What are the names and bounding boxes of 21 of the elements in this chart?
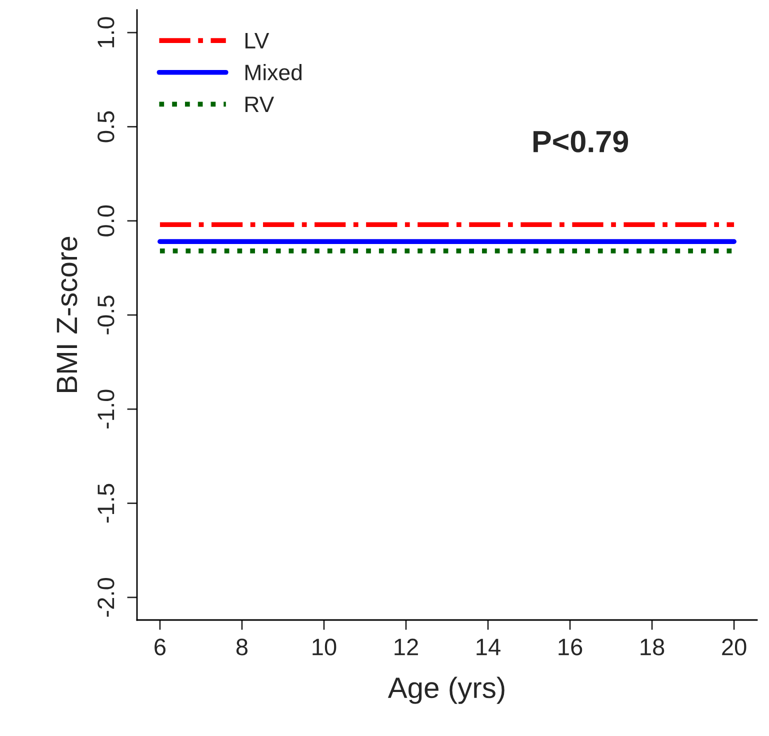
x-tick-label: 12 bbox=[394, 638, 418, 656]
y-tick-label: 1.0 bbox=[98, 17, 114, 48]
y-tick-label: -1.0 bbox=[98, 390, 114, 428]
legend-label: Mixed bbox=[245, 64, 302, 80]
y-tick-label: -1.5 bbox=[98, 484, 114, 523]
y-tick-label: -0.5 bbox=[98, 296, 114, 334]
x-tick-label: 16 bbox=[558, 638, 582, 656]
y-tick-label: 0.5 bbox=[98, 111, 114, 142]
x-axis-title: Age (yrs) bbox=[388, 676, 504, 704]
x-tick-label: 8 bbox=[236, 638, 248, 656]
x-tick-label: 20 bbox=[722, 638, 746, 656]
x-tick-label: 18 bbox=[640, 638, 664, 656]
annotation: P<0.79 bbox=[533, 130, 628, 152]
legend-label: RV bbox=[245, 96, 274, 112]
x-tick-label: 6 bbox=[154, 638, 166, 656]
legend-label: LV bbox=[245, 33, 270, 48]
y-tick-label: 0.0 bbox=[98, 205, 114, 236]
x-tick-label: 10 bbox=[312, 638, 336, 656]
y-tick-label: -2.0 bbox=[98, 578, 114, 617]
x-tick-label: 14 bbox=[476, 638, 500, 656]
y-axis-title: BMI Z-score bbox=[56, 236, 78, 392]
